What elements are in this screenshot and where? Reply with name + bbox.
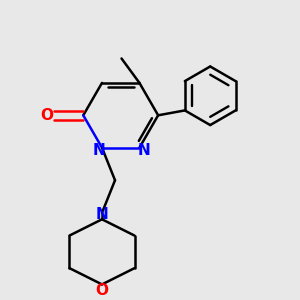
Text: O: O xyxy=(95,283,109,298)
Text: O: O xyxy=(40,108,53,123)
Text: N: N xyxy=(92,143,105,158)
Text: N: N xyxy=(138,143,151,158)
Text: N: N xyxy=(96,207,108,222)
